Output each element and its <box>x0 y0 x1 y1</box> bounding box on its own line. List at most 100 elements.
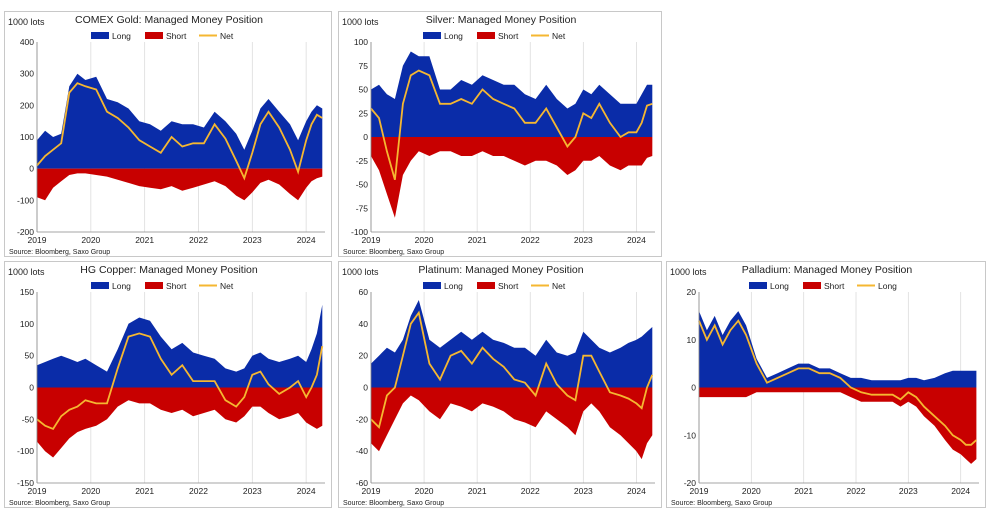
legend-label: Net <box>220 31 234 41</box>
x-tick-label: 2023 <box>574 486 593 496</box>
y-tick-label: -100 <box>17 446 34 456</box>
y-tick-label: 400 <box>20 37 34 47</box>
y-tick-label: -50 <box>22 414 35 424</box>
long-area <box>371 300 653 388</box>
unit-label: 1000 lots <box>670 267 707 277</box>
x-tick-label: 2024 <box>627 486 646 496</box>
legend-label: Long <box>112 281 131 291</box>
y-tick-label: 50 <box>359 85 369 95</box>
y-tick-label: -100 <box>17 195 34 205</box>
y-tick-label: 100 <box>20 319 34 329</box>
x-tick-label: 2022 <box>189 486 208 496</box>
chart-panel-gold: COMEX Gold: Managed Money Position 1000 l… <box>4 11 332 257</box>
source-note: Source: Bloomberg, Saxo Group <box>9 249 110 256</box>
chart-svg-gold: COMEX Gold: Managed Money Position 1000 l… <box>8 14 325 256</box>
x-tick-label: 2021 <box>135 235 154 245</box>
y-tick-label: -25 <box>356 156 369 166</box>
x-tick-label: 2019 <box>28 235 47 245</box>
y-tick-label: -150 <box>17 478 34 488</box>
x-tick-label: 2024 <box>297 235 316 245</box>
net-line <box>36 332 324 431</box>
x-tick-label: 2022 <box>521 235 540 245</box>
chart-title: COMEX Gold: Managed Money Position <box>75 14 263 26</box>
y-tick-label: 0 <box>363 132 368 142</box>
y-tick-label: 25 <box>359 108 369 118</box>
unit-label: 1000 lots <box>342 267 379 277</box>
x-tick-label: 2024 <box>951 486 970 496</box>
source-note: Source: Bloomberg, Saxo Group <box>9 500 110 507</box>
long-area <box>699 311 977 388</box>
legend-label: Short <box>166 31 187 41</box>
long-area <box>37 73 323 169</box>
short-area <box>37 168 323 201</box>
chart-svg-platinum: Platinum: Managed Money Position 1000 lot… <box>342 264 655 507</box>
legend-swatch <box>91 282 109 289</box>
legend-swatch <box>423 282 441 289</box>
x-tick-label: 2020 <box>415 235 434 245</box>
legend-label: Long <box>770 281 789 291</box>
net-line <box>370 310 654 430</box>
x-tick-label: 2019 <box>362 235 381 245</box>
y-tick-label: -75 <box>356 203 369 213</box>
unit-label: 1000 lots <box>8 267 45 277</box>
y-tick-label: -200 <box>17 227 34 237</box>
x-tick-label: 2023 <box>243 486 262 496</box>
net-line <box>36 82 323 181</box>
y-tick-label: 20 <box>359 351 369 361</box>
legend-label: Short <box>166 281 187 291</box>
legend-swatch <box>749 282 767 289</box>
y-tick-label: -20 <box>684 478 697 488</box>
x-tick-label: 2022 <box>521 486 540 496</box>
legend-swatch <box>145 282 163 289</box>
y-tick-label: -60 <box>356 478 369 488</box>
y-tick-label: -50 <box>356 180 369 190</box>
x-tick-label: 2020 <box>415 486 434 496</box>
short-area <box>371 387 653 460</box>
y-tick-label: 200 <box>20 100 34 110</box>
y-tick-label: 0 <box>29 383 34 393</box>
chart-svg-copper: HG Copper: Managed Money Position 1000 lo… <box>8 264 325 507</box>
source-note: Source: Bloomberg, Saxo Group <box>343 500 444 507</box>
chart-title: Silver: Managed Money Position <box>426 14 577 26</box>
y-tick-label: 10 <box>687 335 697 345</box>
y-tick-label: 20 <box>687 287 697 297</box>
x-tick-label: 2021 <box>468 486 487 496</box>
unit-label: 1000 lots <box>342 17 379 27</box>
chart-svg-palladium: Palladium: Managed Money Position 1000 lo… <box>670 264 979 507</box>
legend-swatch <box>91 32 109 39</box>
x-tick-label: 2022 <box>847 486 866 496</box>
y-tick-label: 60 <box>359 287 369 297</box>
y-tick-label: 40 <box>359 319 369 329</box>
x-tick-label: 2020 <box>81 235 100 245</box>
legend-label: Net <box>552 31 566 41</box>
legend-swatch <box>477 32 495 39</box>
chart-svg-silver: Silver: Managed Money Position 1000 lots L… <box>342 14 655 256</box>
y-tick-label: -10 <box>684 430 697 440</box>
legend-label: Short <box>498 31 519 41</box>
y-tick-label: 75 <box>359 61 369 71</box>
x-tick-label: 2020 <box>81 486 100 496</box>
legend-label: Long <box>112 31 131 41</box>
x-tick-label: 2024 <box>297 486 316 496</box>
short-area <box>371 137 653 218</box>
x-tick-label: 2021 <box>794 486 813 496</box>
y-tick-label: 100 <box>354 37 368 47</box>
x-tick-label: 2023 <box>574 235 593 245</box>
long-area <box>37 304 323 388</box>
unit-label: 1000 lots <box>8 17 45 27</box>
x-tick-label: 2021 <box>135 486 154 496</box>
legend-swatch <box>145 32 163 39</box>
net-line <box>370 69 653 181</box>
y-tick-label: 300 <box>20 69 34 79</box>
source-note: Source: Bloomberg, Saxo Group <box>343 249 444 256</box>
legend-swatch <box>477 282 495 289</box>
chart-panel-palladium: Palladium: Managed Money Position 1000 lo… <box>666 261 986 508</box>
legend-label: Long <box>444 281 463 291</box>
legend-label: Net <box>552 281 566 291</box>
x-tick-label: 2022 <box>189 235 208 245</box>
net-line <box>698 319 978 446</box>
chart-panel-platinum: Platinum: Managed Money Position 1000 lot… <box>338 261 662 508</box>
legend-label: Short <box>498 281 519 291</box>
chart-title: Platinum: Managed Money Position <box>418 264 583 276</box>
x-tick-label: 2024 <box>627 235 646 245</box>
